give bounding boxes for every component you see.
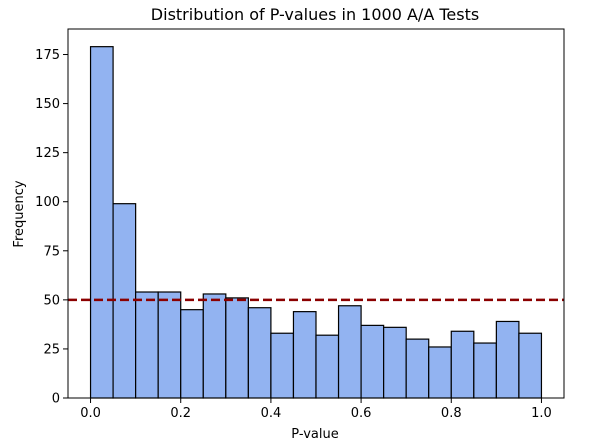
y-tick-label: 50 xyxy=(43,293,60,308)
histogram-bar xyxy=(337,305,362,399)
y-tick-label: 75 xyxy=(43,244,60,259)
histogram-bar xyxy=(383,326,407,399)
histogram-bar xyxy=(225,297,249,399)
y-axis: 0 25 50 75 100 125 150 175 xyxy=(35,48,68,407)
histogram-bar xyxy=(292,311,317,399)
histogram-bar xyxy=(450,330,475,399)
x-tick-label: 0.4 xyxy=(261,406,282,421)
histogram-bar xyxy=(270,332,295,399)
y-tick-label: 0 xyxy=(52,392,60,407)
x-tick-label: 1.0 xyxy=(531,406,552,421)
histogram-bar xyxy=(518,332,543,399)
y-tick-label: 25 xyxy=(43,342,60,357)
histogram-bar xyxy=(247,307,272,399)
y-tick-label: 125 xyxy=(35,146,60,161)
histogram-bar xyxy=(180,309,204,399)
y-tick-label: 175 xyxy=(35,48,60,63)
histogram-bar xyxy=(473,342,497,399)
x-tick-label: 0.8 xyxy=(441,406,462,421)
x-axis-label: P-value xyxy=(291,427,338,442)
y-axis-label: Frequency xyxy=(12,180,27,247)
histogram-bar xyxy=(135,291,159,399)
histogram-bar xyxy=(315,334,340,399)
x-tick-label: 0.6 xyxy=(351,406,372,421)
x-tick-label: 0.2 xyxy=(170,406,191,421)
plot-frame xyxy=(67,28,565,399)
x-axis: 0.0 0.2 0.4 0.6 0.8 1.0 xyxy=(80,398,552,421)
histogram-bar xyxy=(89,46,114,399)
y-tick-label: 100 xyxy=(35,195,60,210)
chart-title: Distribution of P-values in 1000 A/A Tes… xyxy=(151,5,479,24)
histogram-bar xyxy=(428,346,452,399)
histogram-bar xyxy=(495,320,520,399)
bars-group xyxy=(89,46,543,399)
histogram-bar xyxy=(202,293,227,399)
histogram-bar xyxy=(360,324,385,399)
histogram-bar xyxy=(405,338,430,399)
histogram-bar xyxy=(157,291,182,399)
x-tick-label: 0.0 xyxy=(80,406,101,421)
y-tick-label: 150 xyxy=(35,97,60,112)
